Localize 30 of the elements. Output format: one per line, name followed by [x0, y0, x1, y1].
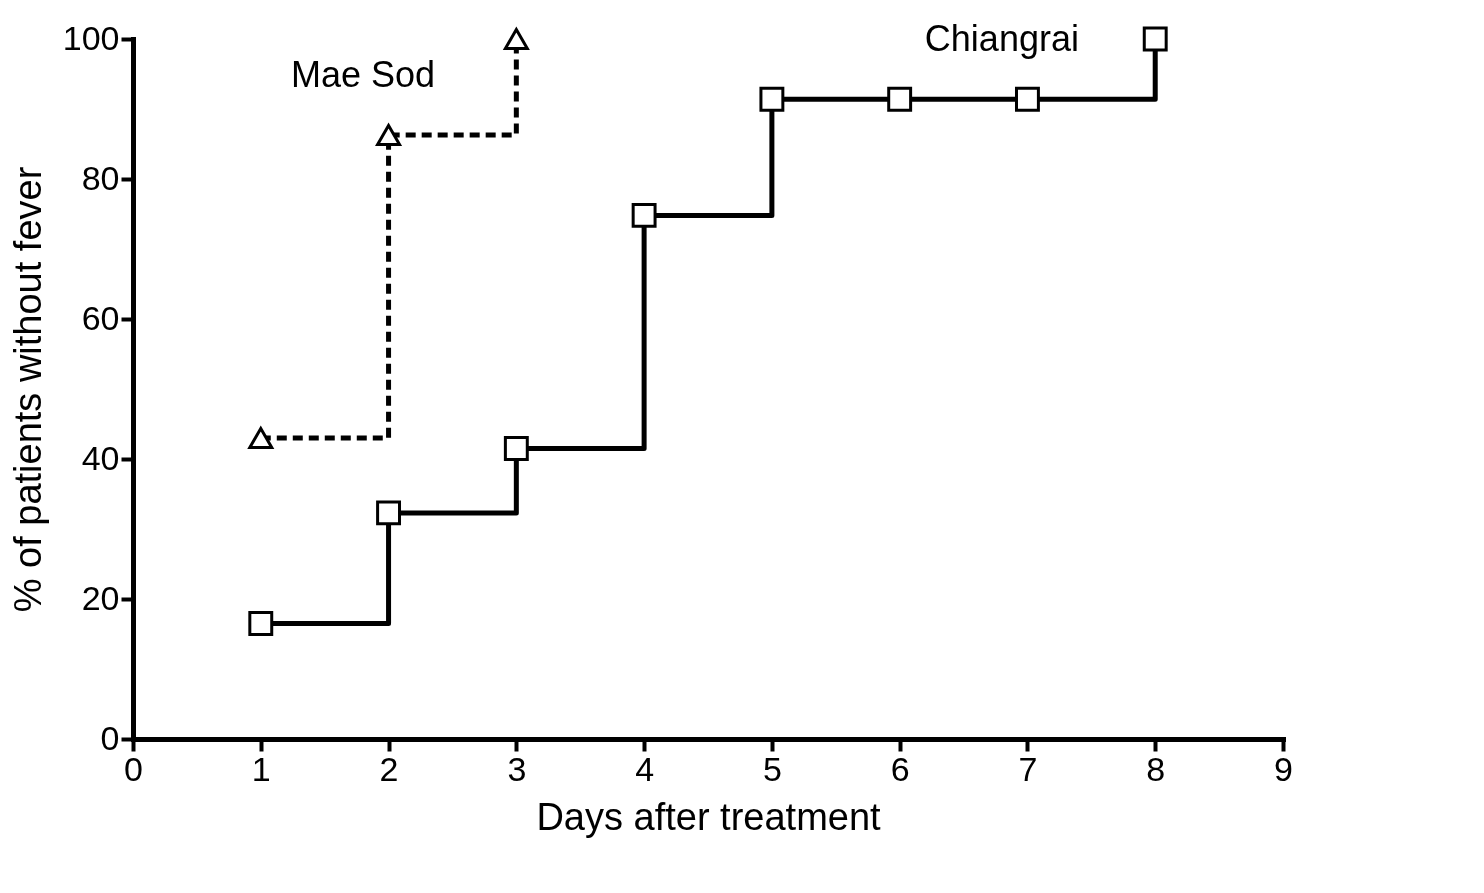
y-tick-label: 0 [100, 718, 120, 757]
x-axis-title: Days after treatment [536, 795, 882, 838]
series-label: Mae Sod [290, 53, 436, 95]
point [503, 28, 529, 50]
x-tick-label: 8 [1146, 749, 1166, 788]
point [376, 123, 402, 146]
x-tick-label: 7 [1018, 749, 1038, 788]
y-tick-label: 20 [81, 578, 120, 617]
x-tick-label: 3 [507, 749, 527, 788]
x-tick-label: 9 [1274, 749, 1293, 788]
y-axis-title: % of patients without fever [6, 166, 49, 613]
point [376, 500, 402, 526]
point [631, 202, 657, 228]
x-tick-label: 6 [890, 749, 910, 788]
y-tick-label: 40 [81, 438, 120, 477]
point [503, 436, 529, 461]
point [1014, 86, 1040, 112]
point [1142, 26, 1168, 52]
point [887, 86, 913, 112]
series-label: Chiangrai [924, 18, 1079, 60]
point [248, 427, 274, 449]
y-tick-label: 100 [62, 18, 120, 57]
x-tick-label: 2 [379, 749, 399, 788]
x-tick-label: 1 [251, 749, 271, 788]
y-tick-label: 80 [81, 158, 120, 197]
y-tick-label: 60 [81, 298, 120, 337]
point [248, 611, 274, 636]
x-tick-label: 4 [635, 749, 655, 788]
point [759, 86, 785, 112]
x-tick-label: 5 [762, 749, 782, 788]
